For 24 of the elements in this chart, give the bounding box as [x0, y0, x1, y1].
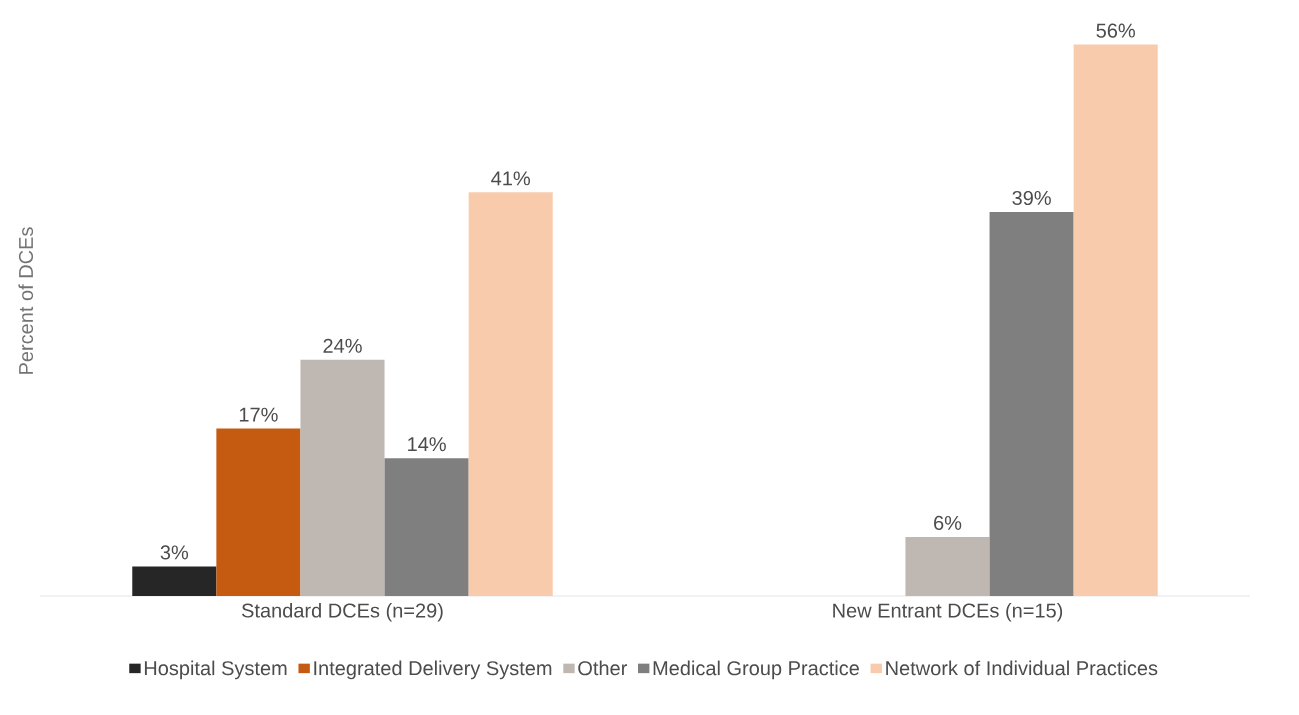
bar — [132, 566, 217, 596]
bar — [216, 428, 301, 596]
data-label: 41% — [491, 171, 530, 186]
bar — [989, 211, 1074, 596]
bar — [384, 458, 469, 596]
data-label: 14% — [408, 437, 446, 452]
data-label: 6% — [934, 515, 962, 530]
legend-label: Hospital System — [144, 660, 287, 680]
data-label: 24% — [323, 338, 362, 353]
legend-label: Medical Group Practice — [653, 660, 859, 680]
y-axis-title: Percent of DCEs — [18, 227, 34, 374]
bar — [468, 192, 553, 596]
data-label: 56% — [1096, 23, 1135, 38]
legend-label: Network of Individual Practices — [886, 660, 1158, 676]
bar — [300, 359, 385, 596]
legend-label: Integrated Delivery System — [314, 660, 552, 680]
x-tick-label: Standard DCEs (n=29) — [241, 602, 443, 622]
bar — [1073, 44, 1158, 596]
legend-label: Other — [578, 660, 627, 676]
bar — [905, 536, 990, 596]
data-label: 17% — [239, 407, 278, 422]
data-label: 39% — [1012, 190, 1051, 206]
x-tick-label: New Entrant DCEs (n=15) — [833, 602, 1063, 622]
data-label: 3% — [160, 545, 189, 560]
